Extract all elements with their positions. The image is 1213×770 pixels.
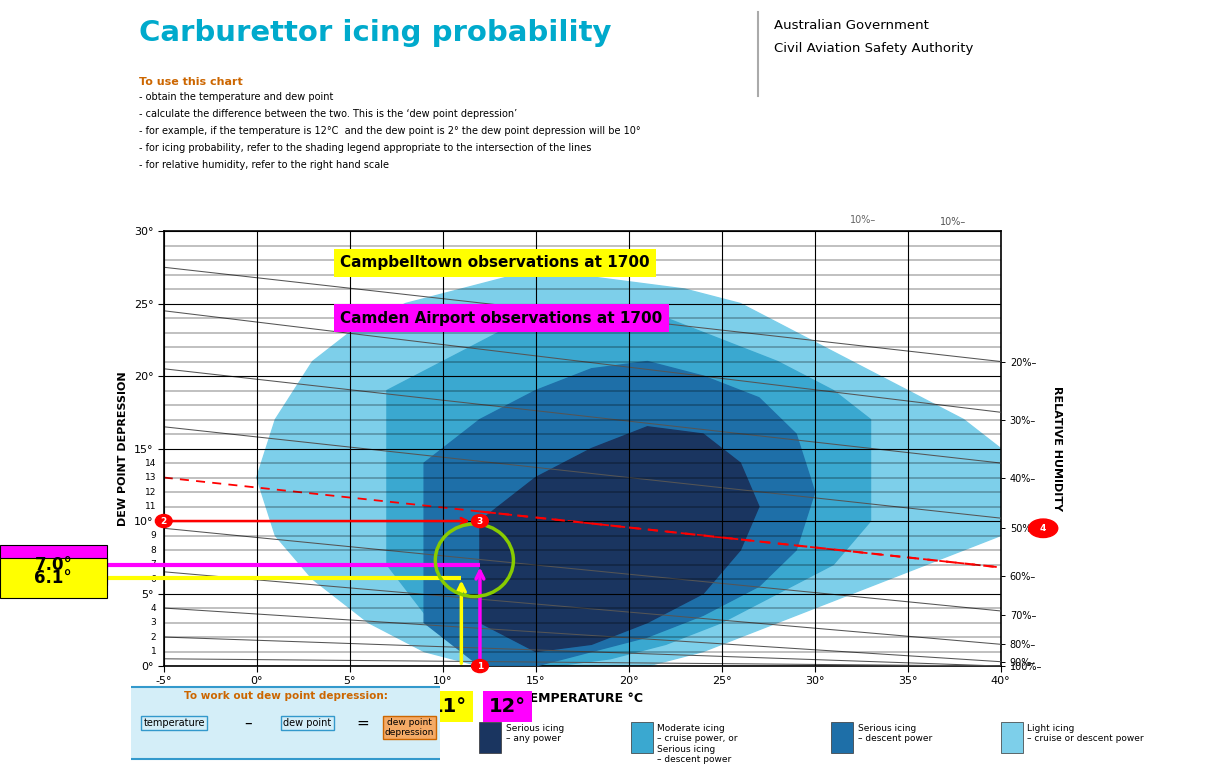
FancyBboxPatch shape [127, 687, 444, 759]
Text: To use this chart: To use this chart [139, 77, 244, 87]
Text: 14: 14 [144, 458, 156, 467]
Text: Camden Airport observations at 1700: Camden Airport observations at 1700 [341, 310, 662, 326]
Text: 2: 2 [150, 632, 156, 641]
Text: - calculate the difference between the two. This is the ‘dew point depression’: - calculate the difference between the t… [139, 109, 518, 119]
Text: - obtain the temperature and dew point: - obtain the temperature and dew point [139, 92, 334, 102]
Text: 11°: 11° [429, 697, 467, 716]
Text: 12°: 12° [489, 697, 526, 716]
Text: temperature: temperature [143, 718, 205, 728]
X-axis label: TEMPERATURE °C: TEMPERATURE °C [522, 692, 643, 705]
Text: 3: 3 [150, 618, 156, 627]
Polygon shape [425, 362, 815, 666]
Text: 4: 4 [1040, 524, 1047, 533]
Y-axis label: RELATIVE HUMIDITY: RELATIVE HUMIDITY [1052, 386, 1061, 511]
Circle shape [155, 514, 172, 527]
Text: 8: 8 [150, 545, 156, 554]
Text: dew point
depression: dew point depression [385, 718, 434, 737]
Text: 9: 9 [150, 531, 156, 540]
Polygon shape [387, 318, 871, 666]
Text: 1: 1 [150, 647, 156, 656]
Text: 6.1°: 6.1° [34, 568, 73, 587]
Text: 7.0°: 7.0° [34, 555, 73, 574]
Text: Carburettor icing probability: Carburettor icing probability [139, 19, 613, 47]
Text: 3: 3 [477, 517, 483, 526]
Text: Australian Government: Australian Government [774, 19, 929, 32]
Text: dew point: dew point [283, 718, 331, 728]
Y-axis label: DEW POINT DEPRESSION: DEW POINT DEPRESSION [118, 371, 129, 526]
Text: Civil Aviation Safety Authority: Civil Aviation Safety Authority [774, 42, 973, 55]
Text: Serious icing
– descent power: Serious icing – descent power [858, 724, 932, 743]
Text: - for icing probability, refer to the shading legend appropriate to the intersec: - for icing probability, refer to the sh… [139, 143, 592, 153]
Text: Moderate icing
– cruise power, or
Serious icing
– descent power: Moderate icing – cruise power, or Seriou… [657, 724, 738, 764]
Polygon shape [257, 275, 1001, 666]
Text: To work out dew point depression:: To work out dew point depression: [183, 691, 388, 701]
Text: Campbelltown observations at 1700: Campbelltown observations at 1700 [341, 256, 650, 270]
Circle shape [472, 660, 489, 672]
Text: 10%–: 10%– [940, 217, 967, 227]
Text: 11: 11 [144, 502, 156, 511]
Text: Serious icing
– any power: Serious icing – any power [506, 724, 564, 743]
Text: 12: 12 [144, 487, 156, 497]
Text: 6: 6 [150, 574, 156, 584]
Text: =: = [357, 715, 370, 731]
Circle shape [472, 514, 489, 527]
Text: 10%–: 10%– [850, 215, 876, 225]
Text: 7: 7 [150, 560, 156, 569]
Circle shape [1029, 519, 1058, 537]
Text: Light icing
– cruise or descent power: Light icing – cruise or descent power [1027, 724, 1144, 743]
Text: 4: 4 [150, 604, 156, 613]
Text: 13: 13 [144, 473, 156, 482]
Polygon shape [480, 427, 759, 651]
Text: - for relative humidity, refer to the right hand scale: - for relative humidity, refer to the ri… [139, 160, 389, 170]
Text: –: – [245, 715, 252, 731]
Text: - for example, if the temperature is 12°C  and the dew point is 2° the dew point: - for example, if the temperature is 12°… [139, 126, 642, 136]
Text: 2: 2 [160, 517, 167, 526]
Text: 1: 1 [477, 661, 483, 671]
